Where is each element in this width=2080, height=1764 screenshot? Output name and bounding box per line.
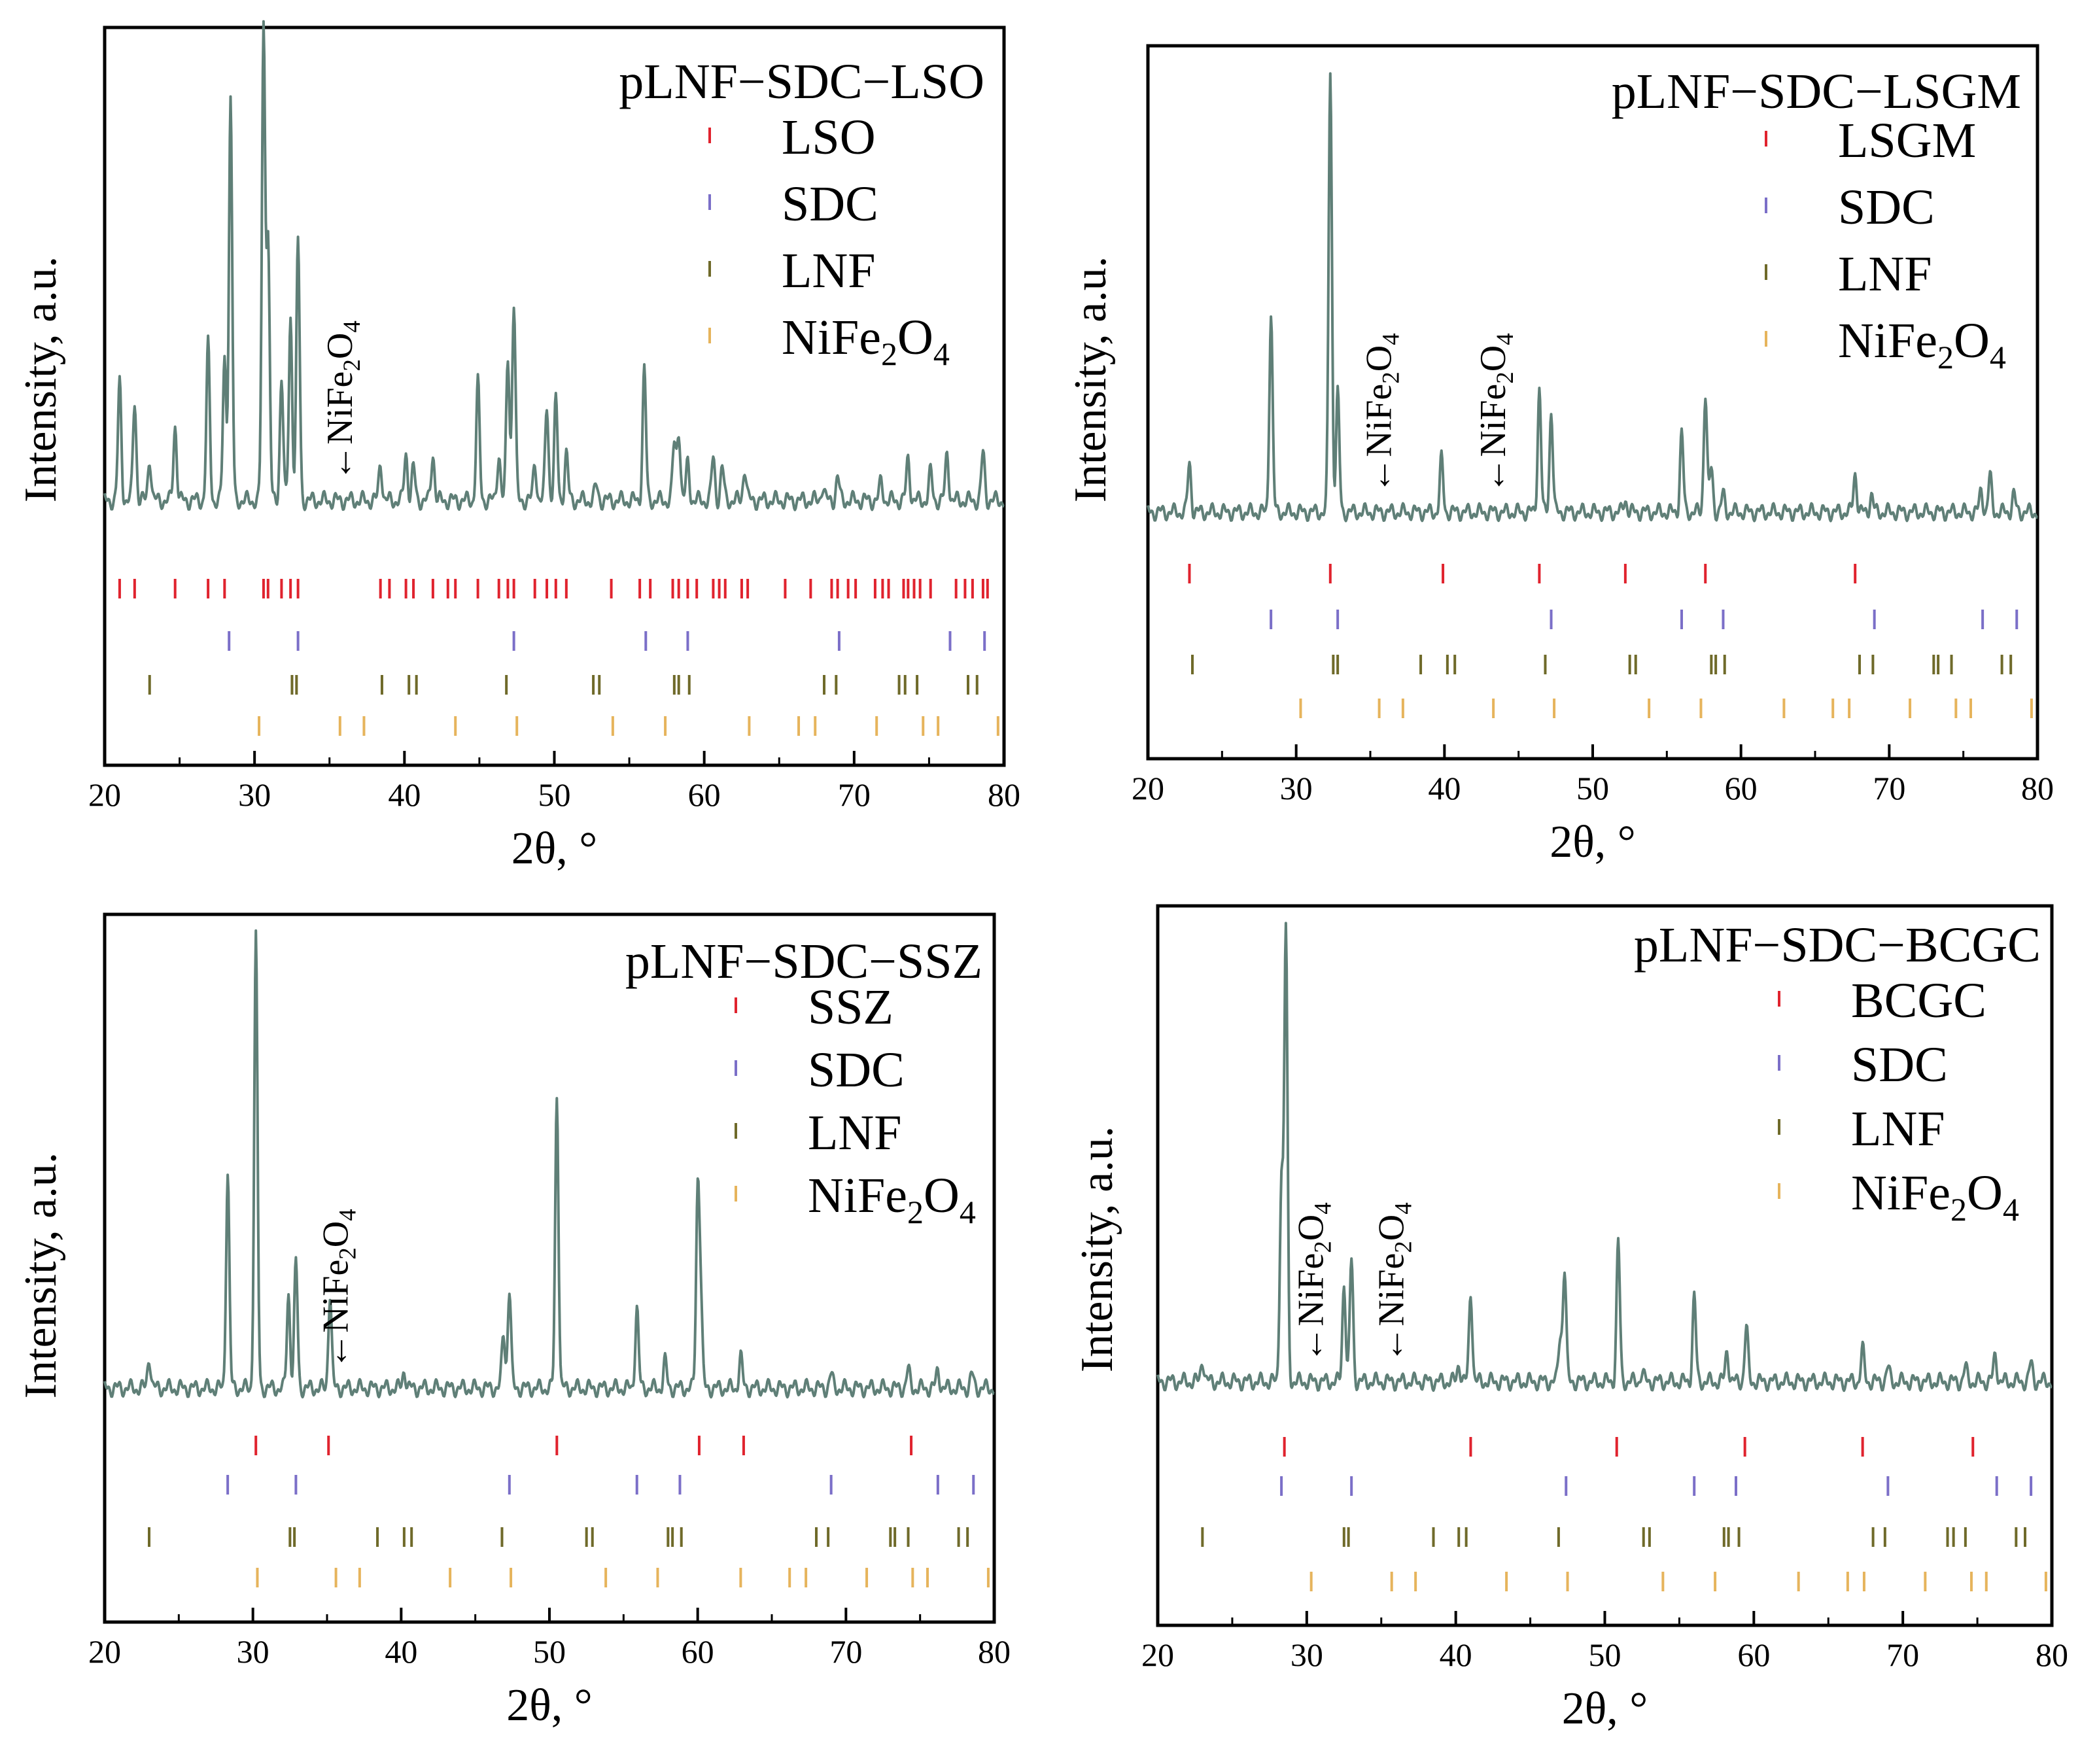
x-tick-label: 20 (1141, 1636, 1174, 1673)
y-axis-title: Intensity, a.u. (16, 1152, 66, 1399)
panel-title: pLNF−SDC−LSO (619, 54, 984, 109)
legend-label: LNF (1838, 247, 1932, 302)
legend-label: NiFe2O4 (782, 310, 950, 372)
y-axis-title: Intensity, a.u. (1072, 1126, 1122, 1373)
x-tick-label: 40 (385, 1633, 417, 1670)
nife2o4-annotation: ←NiFe2O4 (1372, 1202, 1417, 1362)
legend-label: LNF (782, 243, 876, 298)
nife2o4-annotation: ←NiFe2O4 (1359, 333, 1405, 493)
legend-label: LNF (808, 1105, 902, 1160)
xrd-pattern-line (1156, 922, 2053, 1392)
x-tick-label: 50 (1576, 770, 1609, 806)
x-tick-label: 60 (688, 776, 721, 813)
panel-2: 20 30 40 50 60 70 80 2θ, ° Intensity, a.u. pLNF−S… (1066, 44, 2054, 867)
nife2o4-annotation: ←NiFe2O4 (1473, 333, 1519, 493)
x-axis-title: 2θ, ° (506, 1680, 593, 1731)
x-tick-label: 30 (238, 776, 271, 813)
x-tick-label: 50 (1589, 1636, 1621, 1673)
legend-label: NiFe2O4 (1838, 313, 2006, 375)
x-tick-label: 20 (1132, 770, 1164, 806)
legend-label: NiFe2O4 (1851, 1166, 2019, 1228)
legend-label: SDC (782, 177, 878, 232)
x-tick-label: 20 (88, 776, 121, 813)
x-tick-label: 50 (538, 776, 571, 813)
x-tick-label: 70 (829, 1633, 862, 1670)
xrd-pattern-line (103, 20, 1005, 511)
x-tick-label: 50 (533, 1633, 566, 1670)
x-tick-label: 70 (1886, 1636, 1919, 1673)
panel-1: 20 30 40 50 60 70 80 2θ, ° Intensity, a.u. pLNF−S… (16, 20, 1020, 874)
x-tick-label: 80 (978, 1633, 1011, 1670)
x-tick-label: 60 (1725, 770, 1758, 806)
legend-label: LSO (782, 110, 876, 165)
y-axis-title: Intensity, a.u. (1066, 256, 1116, 503)
nife2o4-annotation: ←NiFe2O4 (1291, 1202, 1337, 1362)
x-axis-title: 2θ, ° (1550, 817, 1636, 867)
x-tick-label: 40 (1440, 1636, 1472, 1673)
x-tick-label: 70 (838, 776, 871, 813)
nife2o4-annotation: ←NiFe2O4 (320, 320, 366, 481)
x-tick-label: 60 (1737, 1636, 1770, 1673)
panel-4: 20 30 40 50 60 70 80 2θ, ° Intensity, a.u. pLNF−S… (1072, 904, 2068, 1734)
panel-3: 20 30 40 50 60 70 80 2θ, ° Intensity, a.u. pLNF−S… (16, 912, 1011, 1731)
xrd-pattern-line (103, 929, 995, 1399)
x-tick-label: 30 (1280, 770, 1313, 806)
x-tick-label: 40 (388, 776, 421, 813)
panel-title: pLNF−SDC−SSZ (625, 934, 982, 989)
x-tick-label: 70 (1873, 770, 1905, 806)
legend-label: LNF (1851, 1101, 1945, 1156)
legend-label: SDC (1838, 180, 1935, 235)
legend-label: NiFe2O4 (808, 1168, 976, 1230)
legend-label: LSGM (1838, 113, 1976, 168)
x-tick-label: 40 (1428, 770, 1461, 806)
legend-label: SDC (808, 1043, 905, 1098)
x-tick-label: 80 (2036, 1636, 2068, 1673)
legend-label: SDC (1851, 1037, 1948, 1092)
xrd-pattern-line (1147, 72, 2038, 523)
nife2o4-annotation: ←NiFe2O4 (316, 1209, 362, 1369)
x-tick-label: 80 (988, 776, 1020, 813)
x-axis-title: 2θ, ° (511, 823, 598, 874)
panel-title: pLNF−SDC−BCGC (1634, 918, 2041, 973)
legend-label: SSZ (808, 980, 893, 1035)
x-axis-title: 2θ, ° (1562, 1684, 1648, 1734)
x-tick-label: 60 (682, 1633, 714, 1670)
panel-title: pLNF−SDC−LSGM (1612, 64, 2021, 119)
legend-label: BCGC (1851, 973, 1986, 1028)
x-tick-label: 80 (2021, 770, 2054, 806)
y-axis-title: Intensity, a.u. (16, 256, 66, 503)
x-tick-label: 30 (1291, 1636, 1323, 1673)
x-tick-label: 30 (237, 1633, 269, 1670)
x-tick-label: 20 (88, 1633, 121, 1670)
